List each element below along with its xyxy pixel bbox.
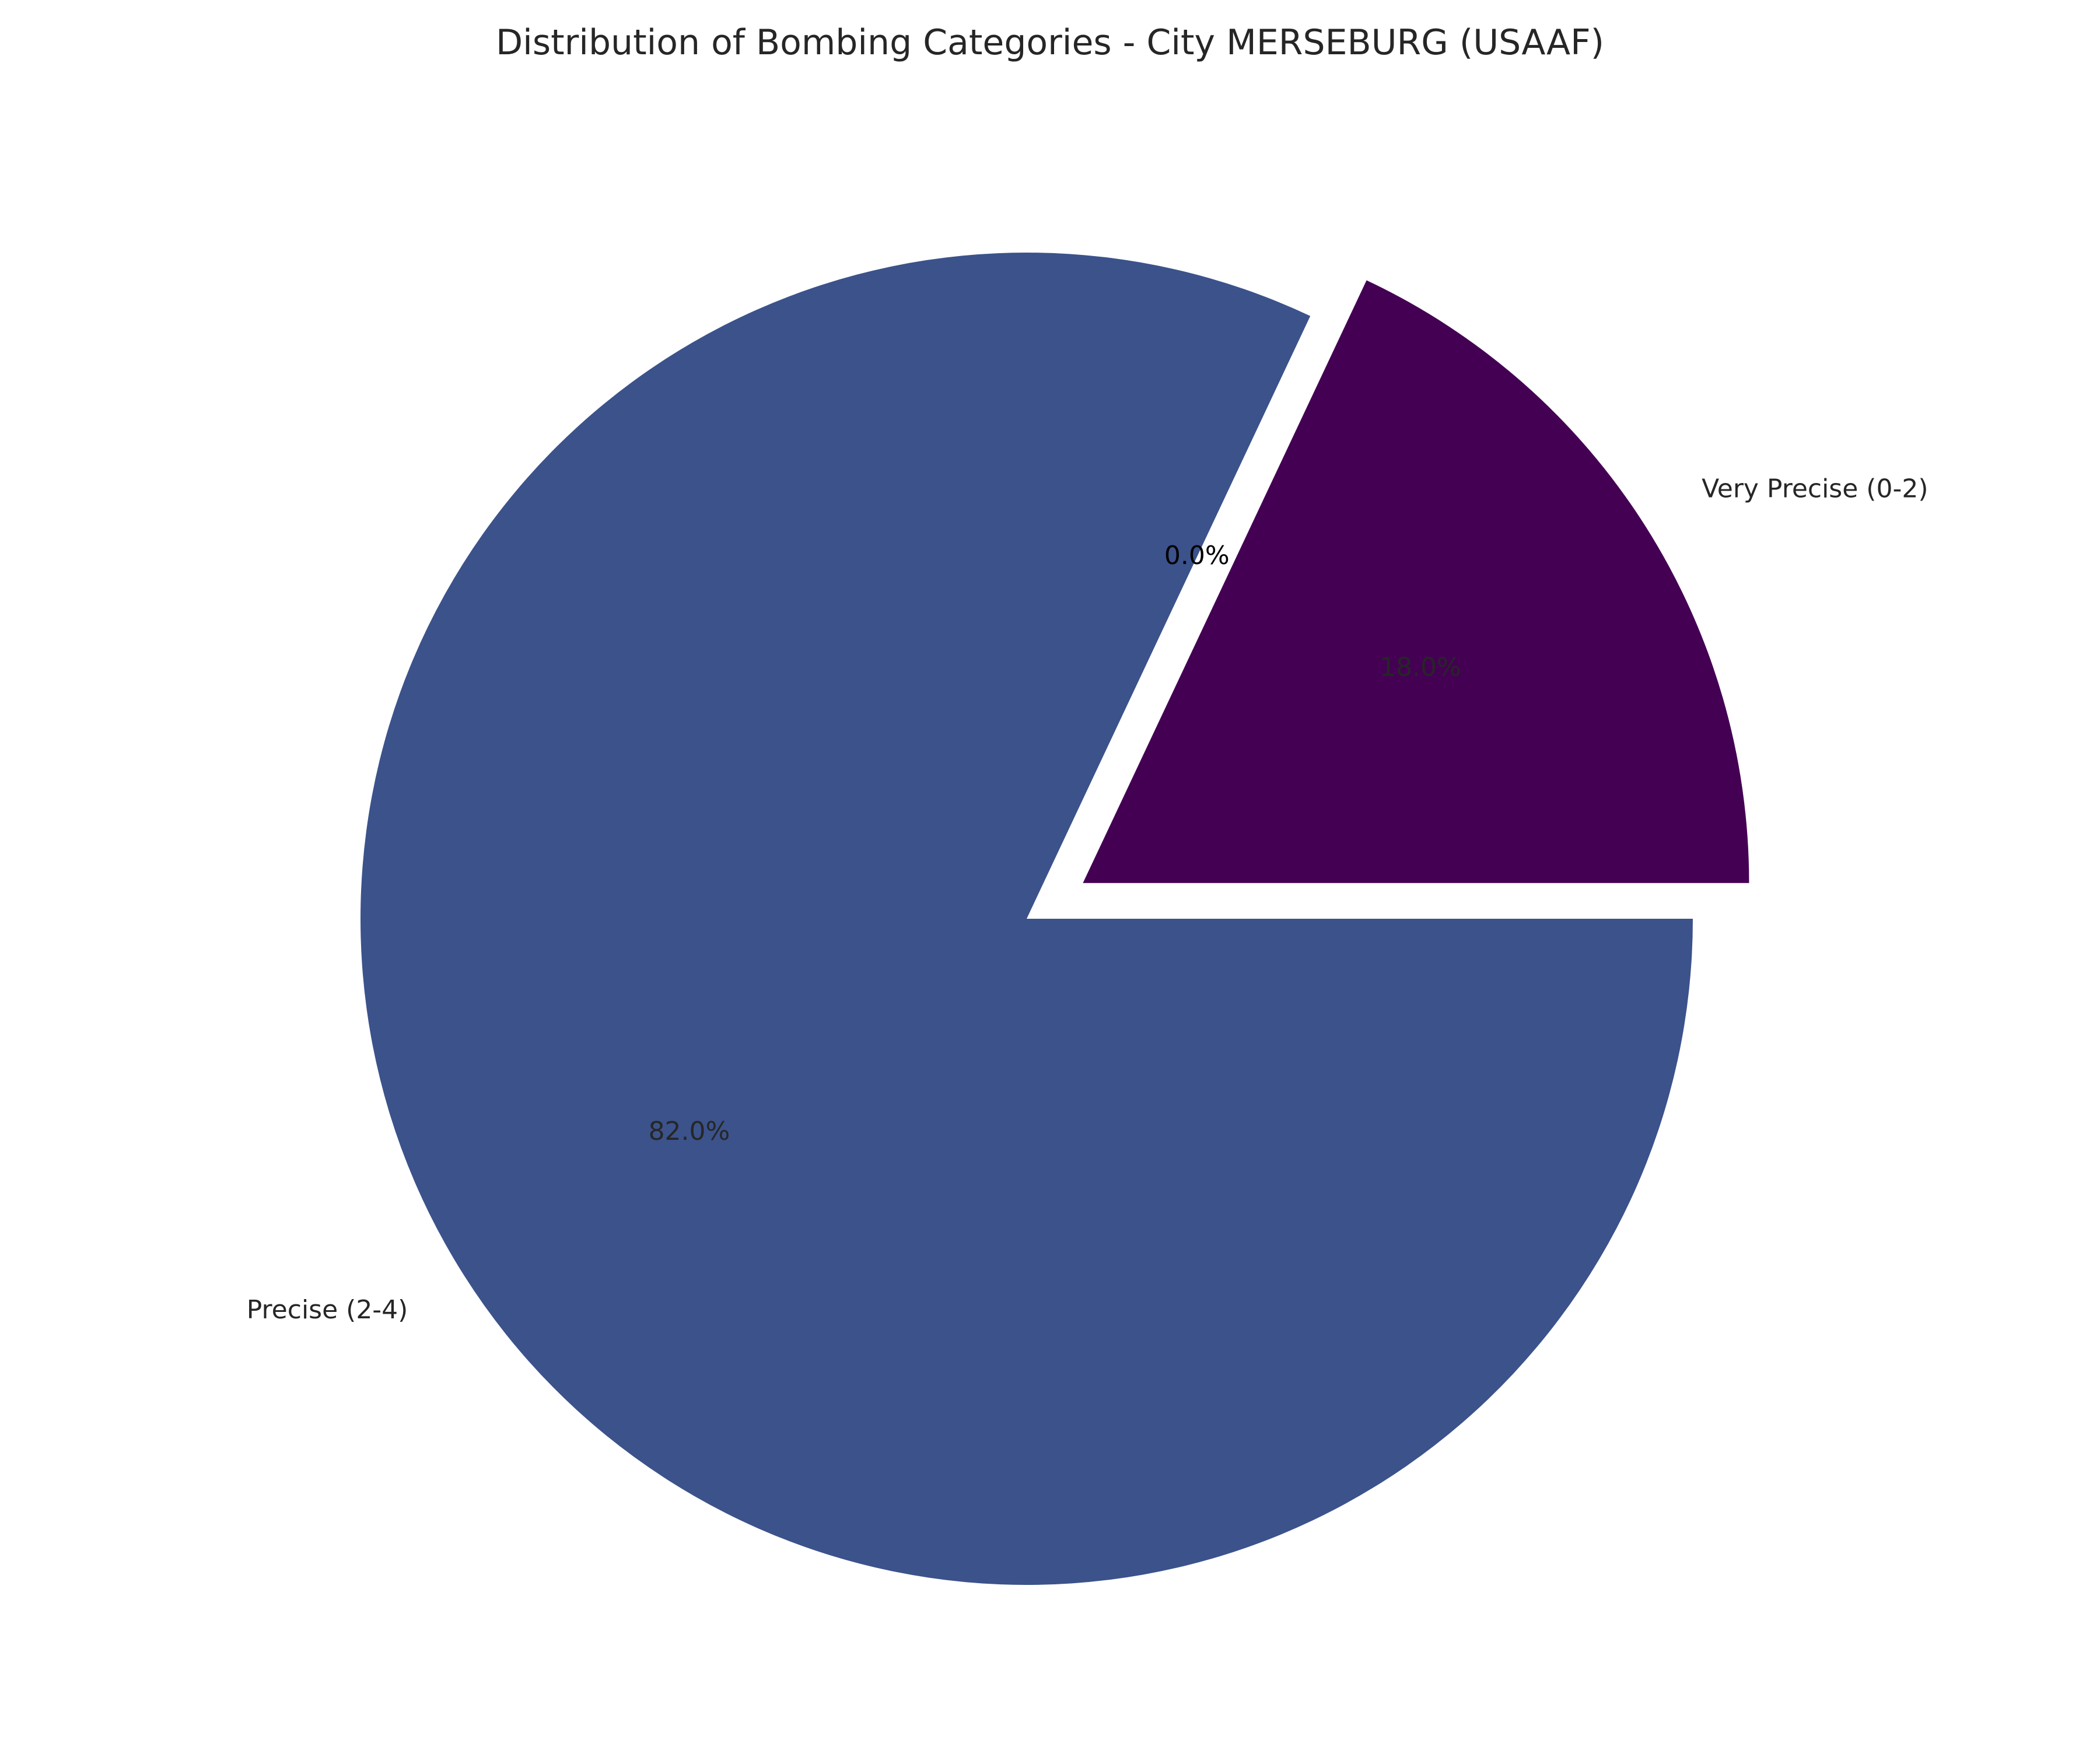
slice-percent-label-2: 82.0% xyxy=(649,1116,730,1146)
slice-label-2: Precise (2-4) xyxy=(247,1295,408,1325)
slice-percent-label-1: 0.0% xyxy=(1164,541,1230,570)
pie-slice-0 xyxy=(1083,280,1749,883)
slice-percent-label-0: 18.0% xyxy=(1380,653,1461,682)
pie-slices xyxy=(360,252,1749,1585)
pie-labels: Very Precise (0-2) 18.0% 0.0% Precise (2-4)… xyxy=(247,474,1929,1325)
pie-slice-2 xyxy=(360,252,1693,1585)
slice-label-0: Very Precise (0-2) xyxy=(1702,474,1928,504)
chart-title: Distribution of Bombing Categories - Cit… xyxy=(496,22,1604,63)
